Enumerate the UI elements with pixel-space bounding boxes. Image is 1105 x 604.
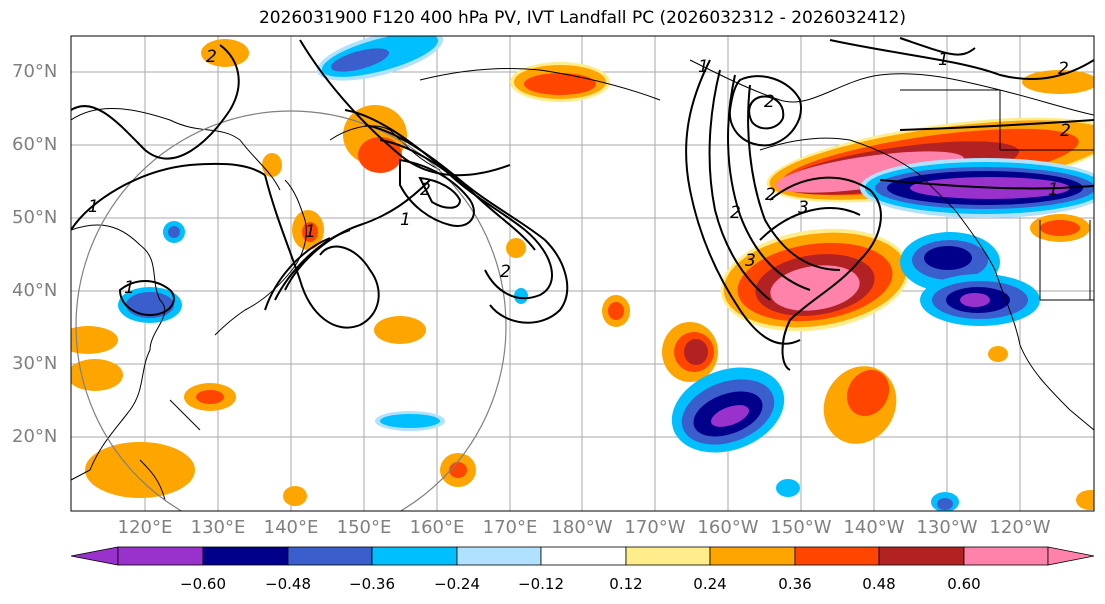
pos-blob — [988, 346, 1008, 362]
contour-label: 1 — [698, 57, 709, 77]
pos-blob — [608, 302, 624, 320]
pos-blob — [775, 151, 965, 193]
colorbar-tick-label: −0.48 — [265, 575, 311, 593]
colorbar-segment — [287, 546, 373, 566]
pos-blob — [1022, 70, 1094, 94]
colorbar-tick-label: 0.60 — [947, 575, 981, 593]
neg-blob — [960, 293, 990, 307]
colorbar-tick-label: 0.12 — [609, 575, 643, 593]
contour-label: 2 — [1058, 59, 1069, 79]
colorbar-segment — [371, 546, 458, 566]
lon-label: 150°W — [770, 517, 832, 538]
pos-blob — [770, 265, 860, 311]
colorbar-tick-label: −0.24 — [434, 575, 480, 593]
lon-label: 130°E — [190, 517, 246, 538]
colorbar — [70, 546, 1095, 566]
pos-blob — [85, 442, 195, 498]
lon-label: 160°E — [409, 517, 465, 538]
lon-label: 120°W — [989, 517, 1051, 538]
pos-blob — [1040, 220, 1080, 236]
pv-contours — [71, 37, 1094, 371]
colorbar-segment — [117, 546, 204, 566]
colorbar-segment — [794, 546, 880, 566]
pos-blob — [201, 39, 249, 67]
colorbar-segment — [878, 546, 965, 566]
pos-blob — [283, 486, 307, 506]
contour-label: 1 — [305, 222, 316, 242]
pos-blob — [449, 462, 467, 478]
contour-label: 2 — [765, 185, 776, 205]
neg-blob — [330, 48, 390, 72]
colorbar-tick-label: −0.12 — [518, 575, 564, 593]
neg-blob — [710, 405, 750, 427]
colorbar-tick-label: −0.36 — [349, 575, 395, 593]
colorbar-segment — [625, 546, 711, 566]
lon-label: 170°W — [624, 517, 686, 538]
neg-blob — [937, 498, 953, 510]
map-frame — [70, 35, 1095, 512]
pos-blob — [358, 137, 402, 173]
lon-label: 150°E — [336, 517, 392, 538]
pos-blob — [846, 369, 890, 417]
lat-label: 20°N — [12, 426, 58, 447]
radius-circle — [75, 110, 507, 511]
lat-label: 30°N — [12, 353, 58, 374]
lat-label: 50°N — [12, 207, 58, 228]
lon-label: 160°W — [697, 517, 759, 538]
map-title: 2026031900 F120 400 hPa PV, IVT Landfall… — [258, 8, 906, 28]
neg-blob — [924, 246, 972, 270]
lat-label: 60°N — [12, 134, 58, 155]
pos-blob — [71, 326, 118, 354]
lon-label: 140°E — [263, 517, 319, 538]
lat-label: 40°N — [12, 280, 58, 301]
lon-label: 140°W — [843, 517, 905, 538]
lon-label: 180°W — [551, 517, 613, 538]
lat-label: 70°N — [12, 61, 58, 82]
colorbar-segment — [963, 546, 1049, 566]
contour-label: 2 — [764, 92, 775, 112]
neg-blob — [126, 292, 174, 318]
neg-blob — [380, 414, 440, 428]
neg-blob — [514, 288, 528, 304]
colorbar-extend-low — [70, 546, 119, 566]
contour-label: 1 — [124, 278, 135, 298]
colorbar-tick-label: 0.48 — [862, 575, 896, 593]
colorbar-tick-label: −0.60 — [180, 575, 226, 593]
contour-label: 2 — [206, 47, 217, 67]
lon-label: 130°W — [916, 517, 978, 538]
pos-blob — [196, 390, 224, 404]
contour-label: 3 — [798, 198, 809, 218]
colorbar-extend-high — [1047, 546, 1095, 566]
colorbar-tick-label: 0.36 — [778, 575, 812, 593]
contour-label: 1 — [938, 50, 949, 70]
neg-blob — [776, 479, 800, 497]
colorbar-segment — [709, 546, 796, 566]
pos-blob — [524, 73, 596, 95]
pos-blob — [71, 359, 123, 391]
pos-blob — [506, 238, 526, 258]
contour-label: 2 — [730, 203, 741, 223]
neg-blob — [168, 226, 180, 238]
pos-blob — [374, 316, 426, 344]
contour-label: 2 — [1060, 121, 1071, 141]
colorbar-tick-label: 0.24 — [693, 575, 727, 593]
pos-blob — [1076, 490, 1094, 510]
lon-label: 170°E — [482, 517, 538, 538]
lon-label: 120°E — [117, 517, 173, 538]
map-panel: 1 1 2 2 2 3 3 1 2 1 2 1 2 2 1 2 1 — [71, 36, 1094, 511]
contour-label: 3 — [745, 251, 756, 271]
contour-label: 1 — [400, 210, 411, 230]
ivt-shading — [71, 36, 1094, 511]
contour-label: 2 — [500, 262, 511, 282]
pos-blob — [684, 339, 708, 365]
contour-label: 1 — [88, 197, 99, 217]
colorbar-segment — [456, 546, 542, 566]
pos-blob — [262, 153, 282, 177]
contour-labels: 1 1 2 2 2 3 3 1 2 1 2 1 2 2 1 2 1 — [88, 47, 1071, 298]
colorbar-segment — [540, 546, 627, 566]
contour-label: 2 — [420, 180, 431, 200]
contour-label: 1 — [1048, 180, 1059, 200]
colorbar-segment — [202, 546, 289, 566]
